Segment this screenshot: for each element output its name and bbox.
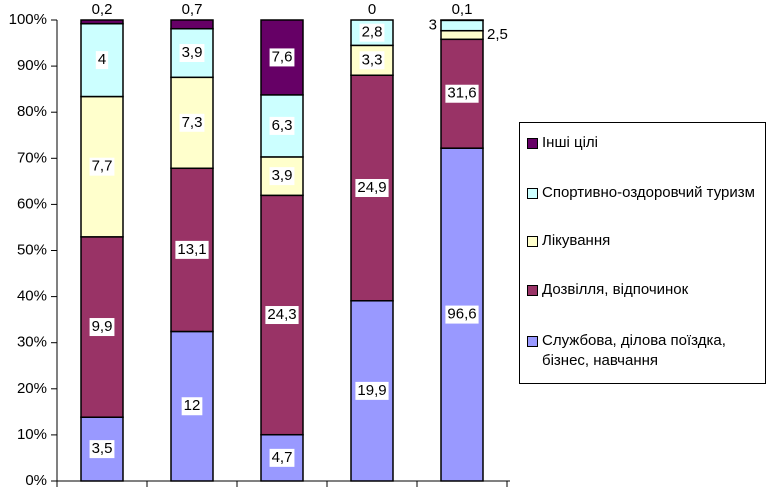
- y-tick-label: 50%: [17, 241, 47, 258]
- label-bg: [175, 240, 209, 259]
- legend-marker: [527, 236, 538, 247]
- label-bg: [445, 305, 479, 324]
- data-label: 4,7: [272, 449, 293, 466]
- label-bg: [359, 51, 385, 70]
- bar-segment: [170, 19, 214, 30]
- label-bg: [355, 179, 389, 198]
- y-tick-label: 0%: [25, 472, 47, 487]
- y-tick-label: 100%: [9, 11, 47, 28]
- label-bg: [359, 23, 385, 42]
- data-label: 24,3: [267, 306, 296, 323]
- y-tick-label: 70%: [17, 149, 47, 166]
- data-label: 0,2: [92, 1, 113, 18]
- legend-marker: [527, 188, 538, 199]
- label-bg: [265, 306, 299, 325]
- legend: Інші цілі Спортивно-оздоровчий туризм Ліку…: [519, 122, 766, 384]
- data-label: 7,7: [92, 158, 113, 175]
- data-label: 0: [368, 1, 376, 18]
- data-label: 4: [98, 51, 106, 68]
- y-tick-label: 20%: [17, 380, 47, 397]
- data-label: 3,9: [272, 167, 293, 184]
- data-label: 3,9: [182, 44, 203, 61]
- y-tick-label: 60%: [17, 195, 47, 212]
- bar-segment: [260, 94, 304, 158]
- data-label: 7,6: [272, 48, 293, 65]
- data-label: 19,9: [357, 382, 386, 399]
- legend-marker: [527, 336, 538, 347]
- y-tick-label: 80%: [17, 103, 47, 120]
- legend-label: Інші цілі: [542, 134, 598, 151]
- legend-label: Дозвілля, відпочинок: [542, 281, 689, 298]
- data-label: 0,1: [452, 1, 473, 18]
- data-label: 24,9: [357, 179, 386, 196]
- legend-entry: Спортивно-оздоровчий туризм: [527, 183, 759, 203]
- legend-label: Лікування: [542, 232, 611, 249]
- label-bg: [89, 440, 115, 459]
- data-label: 7,3: [182, 114, 203, 131]
- legend-label: Спортивно-оздоровчий туризм: [542, 184, 755, 201]
- label-bg: [179, 113, 205, 132]
- label-bg: [445, 84, 479, 103]
- bar-segment: [440, 19, 484, 32]
- data-label: 12: [184, 397, 201, 414]
- data-label: 2,5: [487, 26, 508, 43]
- label-bg: [89, 157, 115, 176]
- bar-segment: [440, 29, 484, 41]
- data-label: 3,5: [92, 440, 113, 457]
- label-bg: [269, 448, 295, 467]
- legend-entry: Службова, ділова поїздка, бізнес, навчан…: [527, 331, 759, 371]
- legend-entry: Інші цілі: [527, 133, 759, 153]
- legend-entry: Дозвілля, відпочинок: [527, 280, 759, 300]
- legend-marker: [527, 138, 538, 149]
- label-bg: [269, 48, 295, 67]
- y-tick-label: 90%: [17, 57, 47, 74]
- bar-segment: [80, 19, 124, 25]
- data-label: 2,8: [362, 24, 383, 41]
- legend-marker: [527, 285, 538, 296]
- label-bg: [89, 318, 115, 337]
- data-label: 0,7: [182, 1, 203, 18]
- data-label: 96,6: [447, 306, 476, 323]
- label-bg: [95, 51, 109, 70]
- label-bg: [179, 44, 205, 63]
- data-label: 9,9: [92, 318, 113, 335]
- legend-entry: Лікування: [527, 231, 759, 251]
- data-label: 3,3: [362, 51, 383, 68]
- label-bg: [269, 167, 295, 186]
- y-tick-label: 10%: [17, 426, 47, 443]
- y-tick-label: 40%: [17, 288, 47, 305]
- data-label: 3: [429, 16, 437, 33]
- label-bg: [269, 116, 295, 135]
- data-label: 6,3: [272, 117, 293, 134]
- label-bg: [355, 381, 389, 400]
- data-label: 13,1: [177, 241, 206, 258]
- y-tick-label: 30%: [17, 334, 47, 351]
- legend-label: Службова, ділова поїздка, бізнес, навчан…: [542, 332, 726, 369]
- label-bg: [181, 397, 203, 416]
- data-label: 31,6: [447, 85, 476, 102]
